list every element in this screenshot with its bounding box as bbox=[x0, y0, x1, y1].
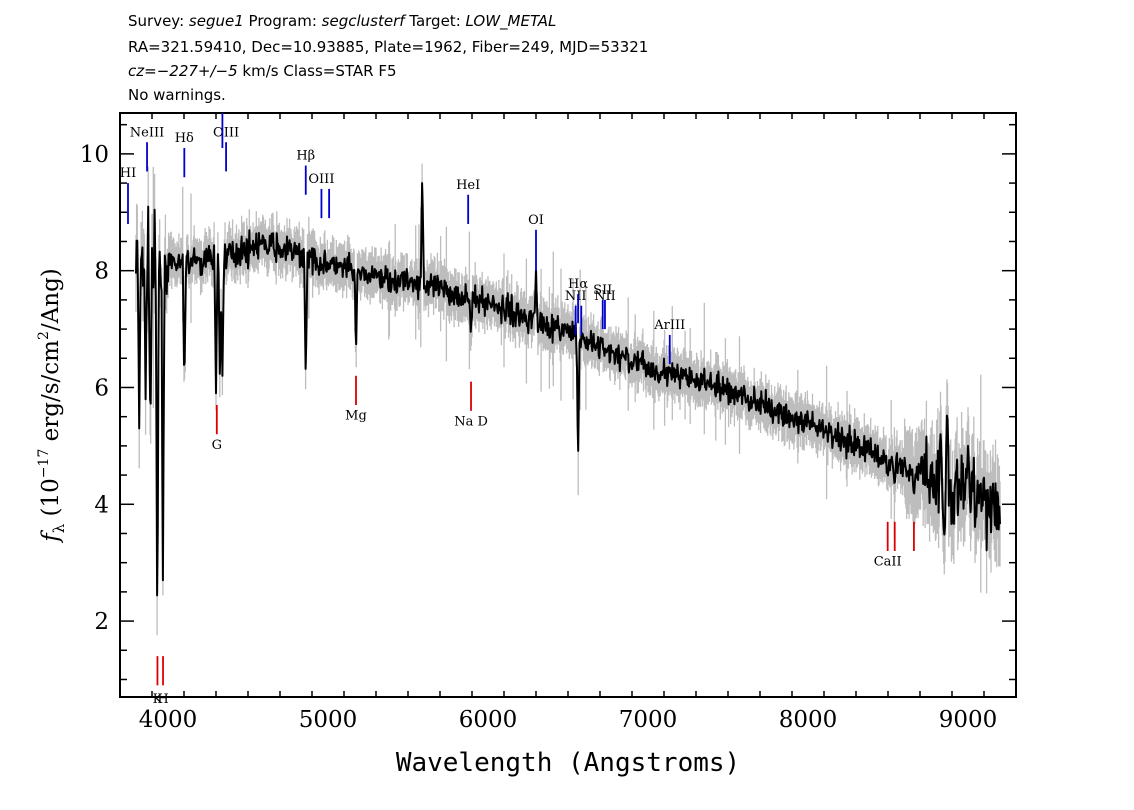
program-label: Program: bbox=[243, 12, 322, 30]
absorption-line-label: Na D bbox=[454, 414, 488, 429]
absorption-line-label: K bbox=[153, 692, 163, 707]
y-axis-label-exp1: −17 bbox=[36, 449, 52, 479]
y-axis-label-exp2: 2 bbox=[36, 331, 52, 340]
y-axis-label-part1: (10 bbox=[38, 478, 64, 524]
spectrum-header-line-1: Survey: segue1 Program: segclusterf Targ… bbox=[128, 12, 556, 30]
plot-area bbox=[135, 163, 1001, 636]
absorption-line-label: H bbox=[157, 692, 168, 707]
x-axis-label: Wavelength (Angstroms) bbox=[396, 748, 740, 778]
flux-line bbox=[135, 182, 1001, 597]
y-tick-label: 4 bbox=[94, 492, 109, 518]
x-tick-label: 8000 bbox=[779, 707, 838, 733]
emission-line-label: Hβ bbox=[296, 149, 315, 164]
cz-value: −227+/−5 bbox=[156, 62, 238, 80]
warnings-text: No warnings. bbox=[128, 86, 226, 104]
coordinates-text: RA=321.59410, Dec=10.93885, Plate=1962, … bbox=[128, 38, 649, 56]
y-axis-label-part2: erg/s/cm bbox=[38, 340, 64, 449]
emission-line-label: SII bbox=[593, 283, 612, 298]
program-value: segclusterf bbox=[321, 12, 405, 30]
x-tick-label: 7000 bbox=[619, 707, 678, 733]
emission-line-label: HI bbox=[120, 166, 136, 181]
spectrum-header-line-2: RA=321.59410, Dec=10.93885, Plate=1962, … bbox=[128, 38, 648, 56]
emission-line-label: NII bbox=[565, 289, 587, 304]
spectrum-header-line-3: cz=−227+/−5 km/s Class=STAR F5 bbox=[128, 62, 397, 80]
emission-line-label: HeI bbox=[456, 178, 480, 193]
x-tick-label: 9000 bbox=[939, 707, 998, 733]
y-axis-label: fλ (10−17 erg/s/cm2/Ang) bbox=[36, 268, 68, 544]
cz-equals: = bbox=[144, 62, 157, 80]
target-label: Target: bbox=[404, 12, 466, 30]
y-tick-label: 10 bbox=[80, 142, 109, 168]
emission-line-label: Hα bbox=[568, 277, 588, 292]
y-axis-label-f: f bbox=[38, 530, 64, 544]
cz-unit-class: km/s Class=STAR F5 bbox=[237, 62, 397, 80]
emission-line-label: OI bbox=[528, 213, 544, 228]
y-axis-label-lambda: λ bbox=[50, 523, 68, 533]
emission-line-label: NeIII bbox=[130, 125, 164, 140]
x-tick-label: 4000 bbox=[139, 707, 198, 733]
plot-frame bbox=[119, 112, 1017, 698]
absorption-line-label: G bbox=[212, 438, 222, 453]
emission-line-label: OIII bbox=[308, 172, 334, 187]
axes: 4000 5000 6000 7000 8000 9000 2 4 6 8 10 bbox=[80, 112, 1017, 733]
survey-label: Survey: bbox=[128, 12, 189, 30]
target-value: LOW_METAL bbox=[465, 12, 557, 30]
absorption-line-label: Mg bbox=[345, 409, 367, 424]
emission-line-label: NII bbox=[594, 289, 616, 304]
emission-line-label: Hδ bbox=[175, 131, 194, 146]
error-band bbox=[135, 163, 1001, 636]
absorption-line-label: CaII bbox=[874, 555, 902, 570]
emission-line-label: OIII bbox=[213, 125, 239, 140]
spectrum-header-line-4: No warnings. bbox=[128, 86, 226, 104]
y-tick-label: 2 bbox=[94, 609, 109, 635]
x-tick-label: 5000 bbox=[299, 707, 358, 733]
y-tick-label: 8 bbox=[94, 259, 109, 285]
y-axis-label-part3: /Ang) bbox=[38, 268, 64, 331]
emission-line-label: ArIII bbox=[653, 318, 685, 333]
y-tick-label: 6 bbox=[94, 375, 109, 401]
survey-value: segue1 bbox=[188, 12, 244, 30]
cz-label: cz bbox=[128, 62, 145, 80]
x-tick-label: 6000 bbox=[459, 707, 518, 733]
